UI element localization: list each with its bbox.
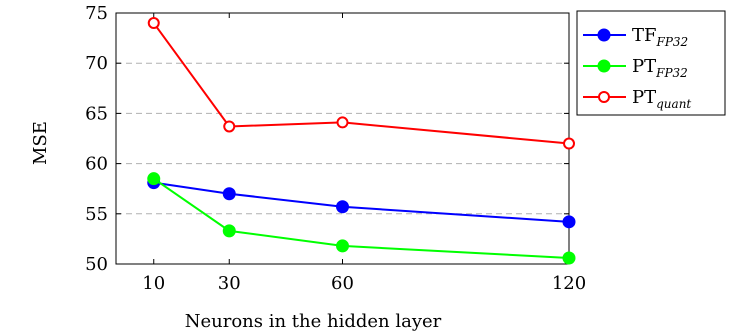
plot-frame <box>115 12 570 265</box>
legend-swatch-marker <box>597 28 611 42</box>
y-tick-label: 75 <box>85 3 108 24</box>
y-tick-label: 65 <box>85 103 108 124</box>
x-tick-label: 120 <box>552 273 586 294</box>
data-point <box>563 137 575 150</box>
y-tick-label: 55 <box>85 204 108 225</box>
y-tick-label: 60 <box>85 154 108 175</box>
series-line-pt-quant <box>152 22 570 145</box>
series-pt-fp32 <box>147 172 576 265</box>
legend-swatch-marker <box>598 91 610 103</box>
series-line-tf-fp32 <box>153 181 570 223</box>
y-tick-label: 50 <box>85 254 108 275</box>
series-line-pt-fp32 <box>153 177 570 259</box>
data-point <box>336 239 349 253</box>
data-point <box>336 200 349 214</box>
data-point <box>147 172 161 186</box>
legend-label: PTquant <box>632 87 691 111</box>
x-axis: 10 30 60 120 <box>142 13 586 294</box>
grid-lines <box>116 62 569 215</box>
legend-label: PTFP32 <box>632 56 688 80</box>
x-tick-label: 10 <box>142 273 165 294</box>
series-pt-quant <box>147 17 575 150</box>
data-point <box>222 224 236 238</box>
series-group <box>147 17 576 265</box>
series-tf-fp32 <box>147 176 576 229</box>
data-point <box>222 187 236 201</box>
y-axis-label: MSE <box>30 121 51 165</box>
data-point <box>336 116 349 129</box>
x-tick-label: 30 <box>218 273 241 294</box>
data-point <box>223 120 236 133</box>
legend-swatch-marker <box>597 59 611 73</box>
data-point <box>147 17 160 30</box>
legend-label: TFFP32 <box>632 25 688 49</box>
legend-item-pt-fp32: PTFP32 <box>583 56 688 80</box>
y-axis: 50 55 60 65 70 75 <box>85 3 569 275</box>
legend-item-pt-quant: PTquant <box>583 87 691 111</box>
legend-item-tf-fp32: TFFP32 <box>583 25 688 49</box>
data-point <box>562 251 576 265</box>
x-tick-label: 60 <box>331 273 354 294</box>
x-axis-label: Neurons in the hidden layer <box>185 311 442 332</box>
data-point <box>562 215 576 229</box>
legend: TFFP32 PTFP32 PTquant <box>576 10 726 116</box>
y-tick-label: 70 <box>85 53 108 74</box>
